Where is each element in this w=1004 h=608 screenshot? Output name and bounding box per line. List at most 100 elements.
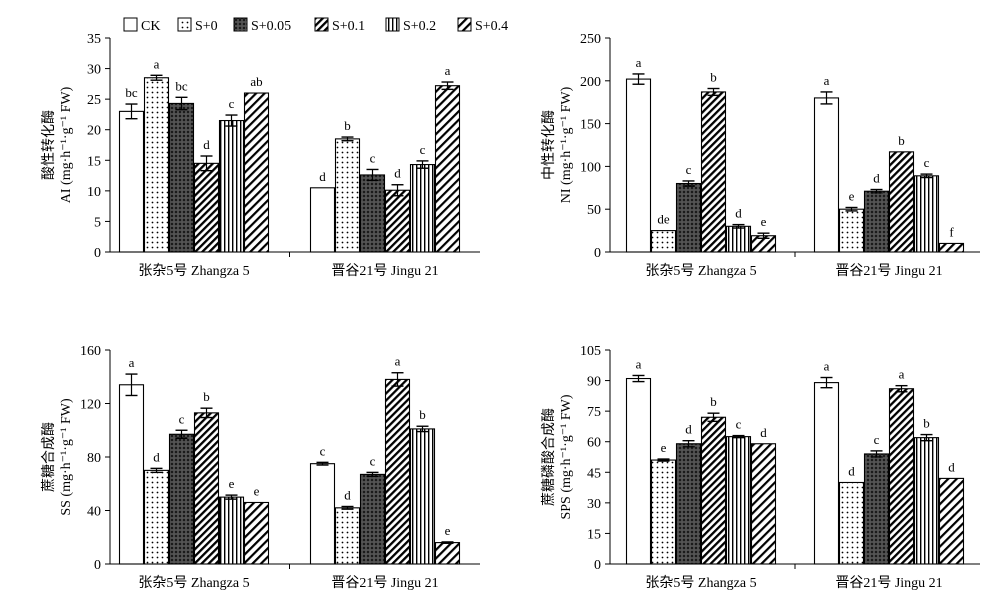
bar-s-0-4 [434, 85, 461, 253]
y-tick-label: 0 [94, 558, 101, 573]
legend-swatch [233, 17, 248, 32]
bar-s-0-05 [675, 182, 702, 253]
category-label: 晋谷21号 Jingu 21 [835, 575, 942, 591]
y-tick-label: 0 [94, 246, 101, 261]
y-axis-label-cn: 酸性转化酶 [41, 110, 57, 180]
significance-label: f [949, 224, 954, 239]
significance-label: a [636, 55, 642, 70]
bar-s-0-2 [725, 225, 752, 253]
y-axis-label-en: NI (mg·h⁻¹·g⁻¹ FW) [559, 86, 574, 203]
legend-swatch [123, 17, 138, 32]
y-tick-label: 0 [594, 558, 601, 573]
bar-s-0-05 [675, 443, 702, 565]
y-axis-label-en: SS (mg·h⁻¹·g⁻¹ FW) [59, 398, 74, 516]
y-tick-label: 60 [587, 436, 601, 451]
significance-label: b [419, 407, 426, 422]
bar-s-0-05 [359, 174, 386, 253]
bar-s-0-1 [888, 388, 915, 565]
significance-label: d [735, 206, 742, 221]
bar-s-0-2 [725, 436, 752, 565]
bar-s-0-1 [700, 91, 727, 253]
bar-ck [813, 97, 840, 253]
significance-label: e [254, 483, 260, 498]
significance-label: d [319, 169, 326, 184]
significance-label: d [873, 171, 880, 186]
significance-label: c [320, 443, 326, 458]
bar-s-0-1 [193, 162, 220, 253]
y-tick-label: 120 [80, 398, 101, 413]
y-tick-label: 15 [87, 154, 101, 169]
significance-label: c [420, 142, 426, 157]
chart-panel-ni: 0 50 100 150 200 250 中性转化酶 NI (mg·h⁻¹·g⁻¹ FW) 张杂… [541, 32, 980, 279]
y-tick-label: 80 [87, 451, 101, 466]
bar-s-0-05 [168, 433, 195, 565]
bar-s-0 [143, 77, 170, 253]
y-tick-label: 35 [87, 32, 101, 47]
bar-s-0-4 [243, 501, 270, 565]
significance-label: a [899, 367, 905, 382]
significance-label: b [344, 118, 351, 133]
significance-label: ab [250, 74, 262, 89]
significance-label: c [686, 162, 692, 177]
bar-s-0-05 [863, 453, 890, 565]
significance-label: d [848, 463, 855, 478]
y-tick-label: 105 [580, 344, 601, 359]
bar-s-0-1 [888, 151, 915, 253]
bar-s-0 [650, 459, 677, 565]
significance-label: e [661, 440, 667, 455]
bar-s-0 [334, 138, 361, 253]
bar-s-0 [650, 230, 677, 253]
bar-s-0-05 [168, 102, 195, 253]
legend-swatch [457, 17, 472, 32]
significance-label: b [710, 70, 717, 85]
bar-ck [625, 377, 652, 565]
bar-s-0 [838, 208, 865, 253]
significance-label: a [154, 56, 160, 71]
legend-label: S+0.05 [251, 19, 291, 34]
significance-label: e [761, 214, 767, 229]
y-tick-label: 75 [587, 405, 601, 420]
legend: CK S+0 S+0.05 S+0.1 S+0.2 S+0.4 [123, 17, 508, 34]
bar-s-0-4 [243, 92, 270, 253]
category-label: 张杂5号 Zhangza 5 [645, 575, 756, 591]
y-tick-label: 30 [87, 63, 101, 78]
bar-s-0-1 [700, 416, 727, 565]
y-tick-label: 250 [580, 32, 601, 47]
significance-label: d [685, 422, 692, 437]
legend-swatch [385, 17, 400, 32]
significance-label: bc [175, 78, 188, 93]
significance-label: b [710, 394, 717, 409]
significance-label: d [344, 487, 351, 502]
y-axis-label-en: SPS (mg·h⁻¹·g⁻¹ FW) [559, 394, 574, 519]
y-tick-label: 15 [587, 527, 601, 542]
significance-label: d [394, 166, 401, 181]
significance-label: c [370, 453, 376, 468]
bar-s-0-2 [409, 428, 436, 565]
y-tick-label: 5 [94, 215, 101, 230]
category-label: 张杂5号 Zhangza 5 [138, 263, 249, 279]
legend-label: S+0.4 [475, 19, 508, 34]
significance-label: e [849, 188, 855, 203]
legend-label: S+0 [195, 19, 218, 34]
category-label: 张杂5号 Zhangza 5 [645, 263, 756, 279]
significance-label: d [948, 459, 955, 474]
y-tick-label: 20 [87, 124, 101, 139]
significance-label: d [153, 449, 160, 464]
category-label: 张杂5号 Zhangza 5 [138, 575, 249, 591]
bar-ck [813, 382, 840, 565]
y-tick-label: 0 [594, 246, 601, 261]
significance-label: a [129, 355, 135, 370]
legend-swatch [314, 17, 329, 32]
chart-panel-sps: 0 15 30 45 60 75 90 105 蔗糖磷酸合成酶 SPS (mg·h⁻¹·g⁻¹ F… [541, 344, 980, 591]
category-label: 晋谷21号 Jingu 21 [835, 263, 942, 279]
bar-s-0-2 [218, 119, 245, 253]
bar-s-0-1 [193, 412, 220, 565]
significance-label: a [824, 73, 830, 88]
bar-s-0-4 [750, 443, 777, 565]
y-tick-label: 25 [87, 93, 101, 108]
bar-ck [309, 463, 336, 565]
y-tick-label: 200 [580, 75, 601, 90]
bar-s-0-4 [938, 242, 965, 253]
significance-label: b [898, 133, 905, 148]
